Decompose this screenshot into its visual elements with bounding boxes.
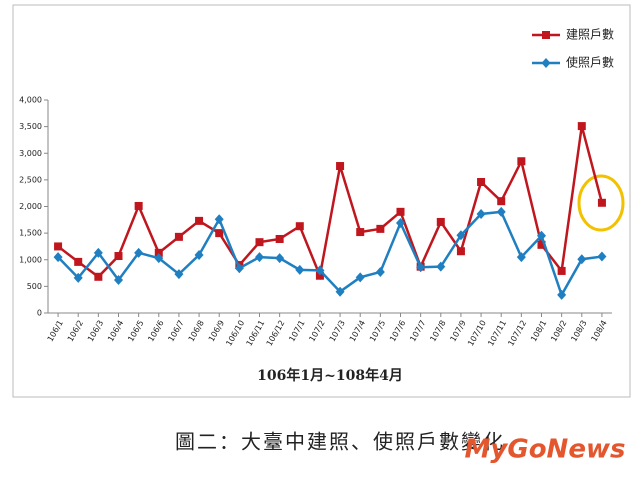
marker bbox=[517, 157, 526, 166]
marker bbox=[315, 265, 325, 276]
marker bbox=[456, 247, 465, 256]
marker bbox=[295, 264, 305, 275]
marker bbox=[275, 234, 284, 243]
marker bbox=[174, 269, 184, 280]
marker bbox=[295, 222, 304, 231]
marker bbox=[134, 201, 143, 210]
marker bbox=[557, 289, 567, 300]
marker bbox=[74, 257, 83, 266]
marker bbox=[134, 247, 144, 258]
marker bbox=[335, 286, 345, 297]
marker bbox=[597, 251, 607, 262]
marker bbox=[476, 208, 486, 219]
marker bbox=[275, 253, 285, 264]
y-tick-label: 0 bbox=[37, 309, 42, 318]
marker bbox=[315, 271, 324, 280]
y-tick-label: 1,000 bbox=[19, 255, 42, 264]
marker bbox=[496, 206, 506, 217]
y-tick-label: 2,000 bbox=[19, 202, 42, 211]
legend-label: 建照戶數 bbox=[566, 28, 614, 42]
marker bbox=[477, 178, 486, 187]
marker bbox=[174, 232, 183, 241]
marker bbox=[255, 238, 264, 247]
marker bbox=[516, 252, 526, 263]
chart-frame bbox=[12, 4, 631, 398]
marker bbox=[396, 218, 405, 229]
marker bbox=[355, 272, 365, 283]
marker bbox=[541, 58, 551, 68]
marker bbox=[416, 262, 426, 273]
marker bbox=[93, 247, 103, 258]
marker bbox=[114, 252, 123, 261]
marker bbox=[497, 197, 506, 206]
watermark: MyGoNews bbox=[465, 435, 626, 465]
y-tick-label: 2,500 bbox=[19, 175, 42, 184]
marker bbox=[54, 242, 63, 251]
marker bbox=[537, 240, 546, 249]
x-axis-title: 106年1月~108年4月 bbox=[257, 367, 403, 384]
marker bbox=[114, 274, 123, 285]
marker bbox=[356, 228, 365, 237]
marker bbox=[255, 252, 264, 263]
marker bbox=[94, 272, 103, 281]
marker bbox=[73, 272, 83, 283]
marker bbox=[542, 31, 550, 39]
series-line bbox=[57, 210, 603, 298]
marker bbox=[154, 248, 163, 257]
marker bbox=[436, 217, 445, 226]
highlight-circle bbox=[577, 174, 625, 232]
marker bbox=[214, 214, 224, 225]
marker bbox=[396, 207, 405, 216]
marker bbox=[234, 263, 244, 274]
y-tick-label: 500 bbox=[27, 282, 42, 291]
marker bbox=[53, 252, 63, 263]
marker bbox=[577, 254, 587, 265]
marker bbox=[456, 230, 466, 241]
y-tick-label: 1,500 bbox=[19, 229, 42, 238]
legend-label: 使照戶數 bbox=[566, 55, 614, 70]
marker bbox=[537, 230, 546, 241]
marker bbox=[215, 229, 224, 238]
marker bbox=[557, 266, 566, 275]
marker bbox=[154, 253, 164, 264]
marker bbox=[195, 216, 204, 225]
marker bbox=[376, 224, 385, 233]
marker bbox=[577, 122, 586, 131]
caption: 圖二：大臺中建照、使照戶數變化 bbox=[175, 430, 505, 454]
y-tick-label: 3,500 bbox=[19, 122, 42, 131]
marker bbox=[375, 266, 385, 277]
y-tick-label: 3,000 bbox=[19, 149, 42, 158]
marker bbox=[194, 249, 204, 260]
marker bbox=[336, 162, 345, 171]
marker bbox=[597, 198, 606, 207]
marker bbox=[436, 261, 446, 272]
series-line bbox=[57, 125, 604, 281]
y-tick-label: 4,000 bbox=[19, 96, 42, 105]
